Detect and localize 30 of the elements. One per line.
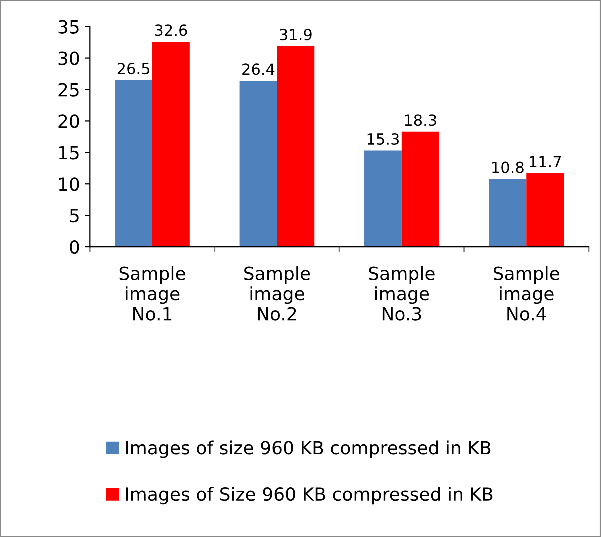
bar bbox=[277, 46, 315, 248]
y-tick-label: 5 bbox=[70, 209, 79, 223]
y-tick-label: 25 bbox=[58, 83, 79, 97]
y-tick-label: 10 bbox=[59, 178, 80, 192]
bar bbox=[240, 80, 278, 248]
x-tick-label: Sample image No.2 bbox=[244, 266, 310, 321]
data-label: 18.3 bbox=[405, 114, 436, 126]
data-label: 26.5 bbox=[118, 63, 150, 75]
bar bbox=[115, 80, 153, 248]
data-label: 11.7 bbox=[530, 156, 562, 168]
bar bbox=[526, 173, 564, 248]
y-tick-label: 30 bbox=[58, 52, 80, 66]
y-tick-label: 0 bbox=[70, 240, 80, 254]
x-tick-label: Sample image No.3 bbox=[369, 266, 435, 321]
legend-label: Images of size 960 KB compressed in KB bbox=[126, 440, 491, 458]
bar bbox=[364, 150, 402, 248]
data-label: 32.6 bbox=[155, 24, 188, 36]
y-tick-label: 35 bbox=[58, 20, 79, 34]
bar bbox=[489, 179, 527, 248]
data-label: 15.3 bbox=[368, 133, 399, 146]
bar bbox=[402, 132, 440, 248]
bar bbox=[152, 42, 190, 248]
legend-label: Images of Size 960 KB compressed in KB bbox=[126, 487, 493, 505]
x-tick-label: Sample image No.1 bbox=[120, 266, 186, 321]
data-label: 10.8 bbox=[492, 162, 524, 174]
y-tick-label: 15 bbox=[59, 146, 79, 160]
y-tick-label: 20 bbox=[58, 114, 80, 128]
data-label: 31.9 bbox=[280, 29, 312, 41]
x-tick-label: Sample image No.4 bbox=[494, 266, 560, 321]
data-label: 26.4 bbox=[242, 64, 275, 76]
